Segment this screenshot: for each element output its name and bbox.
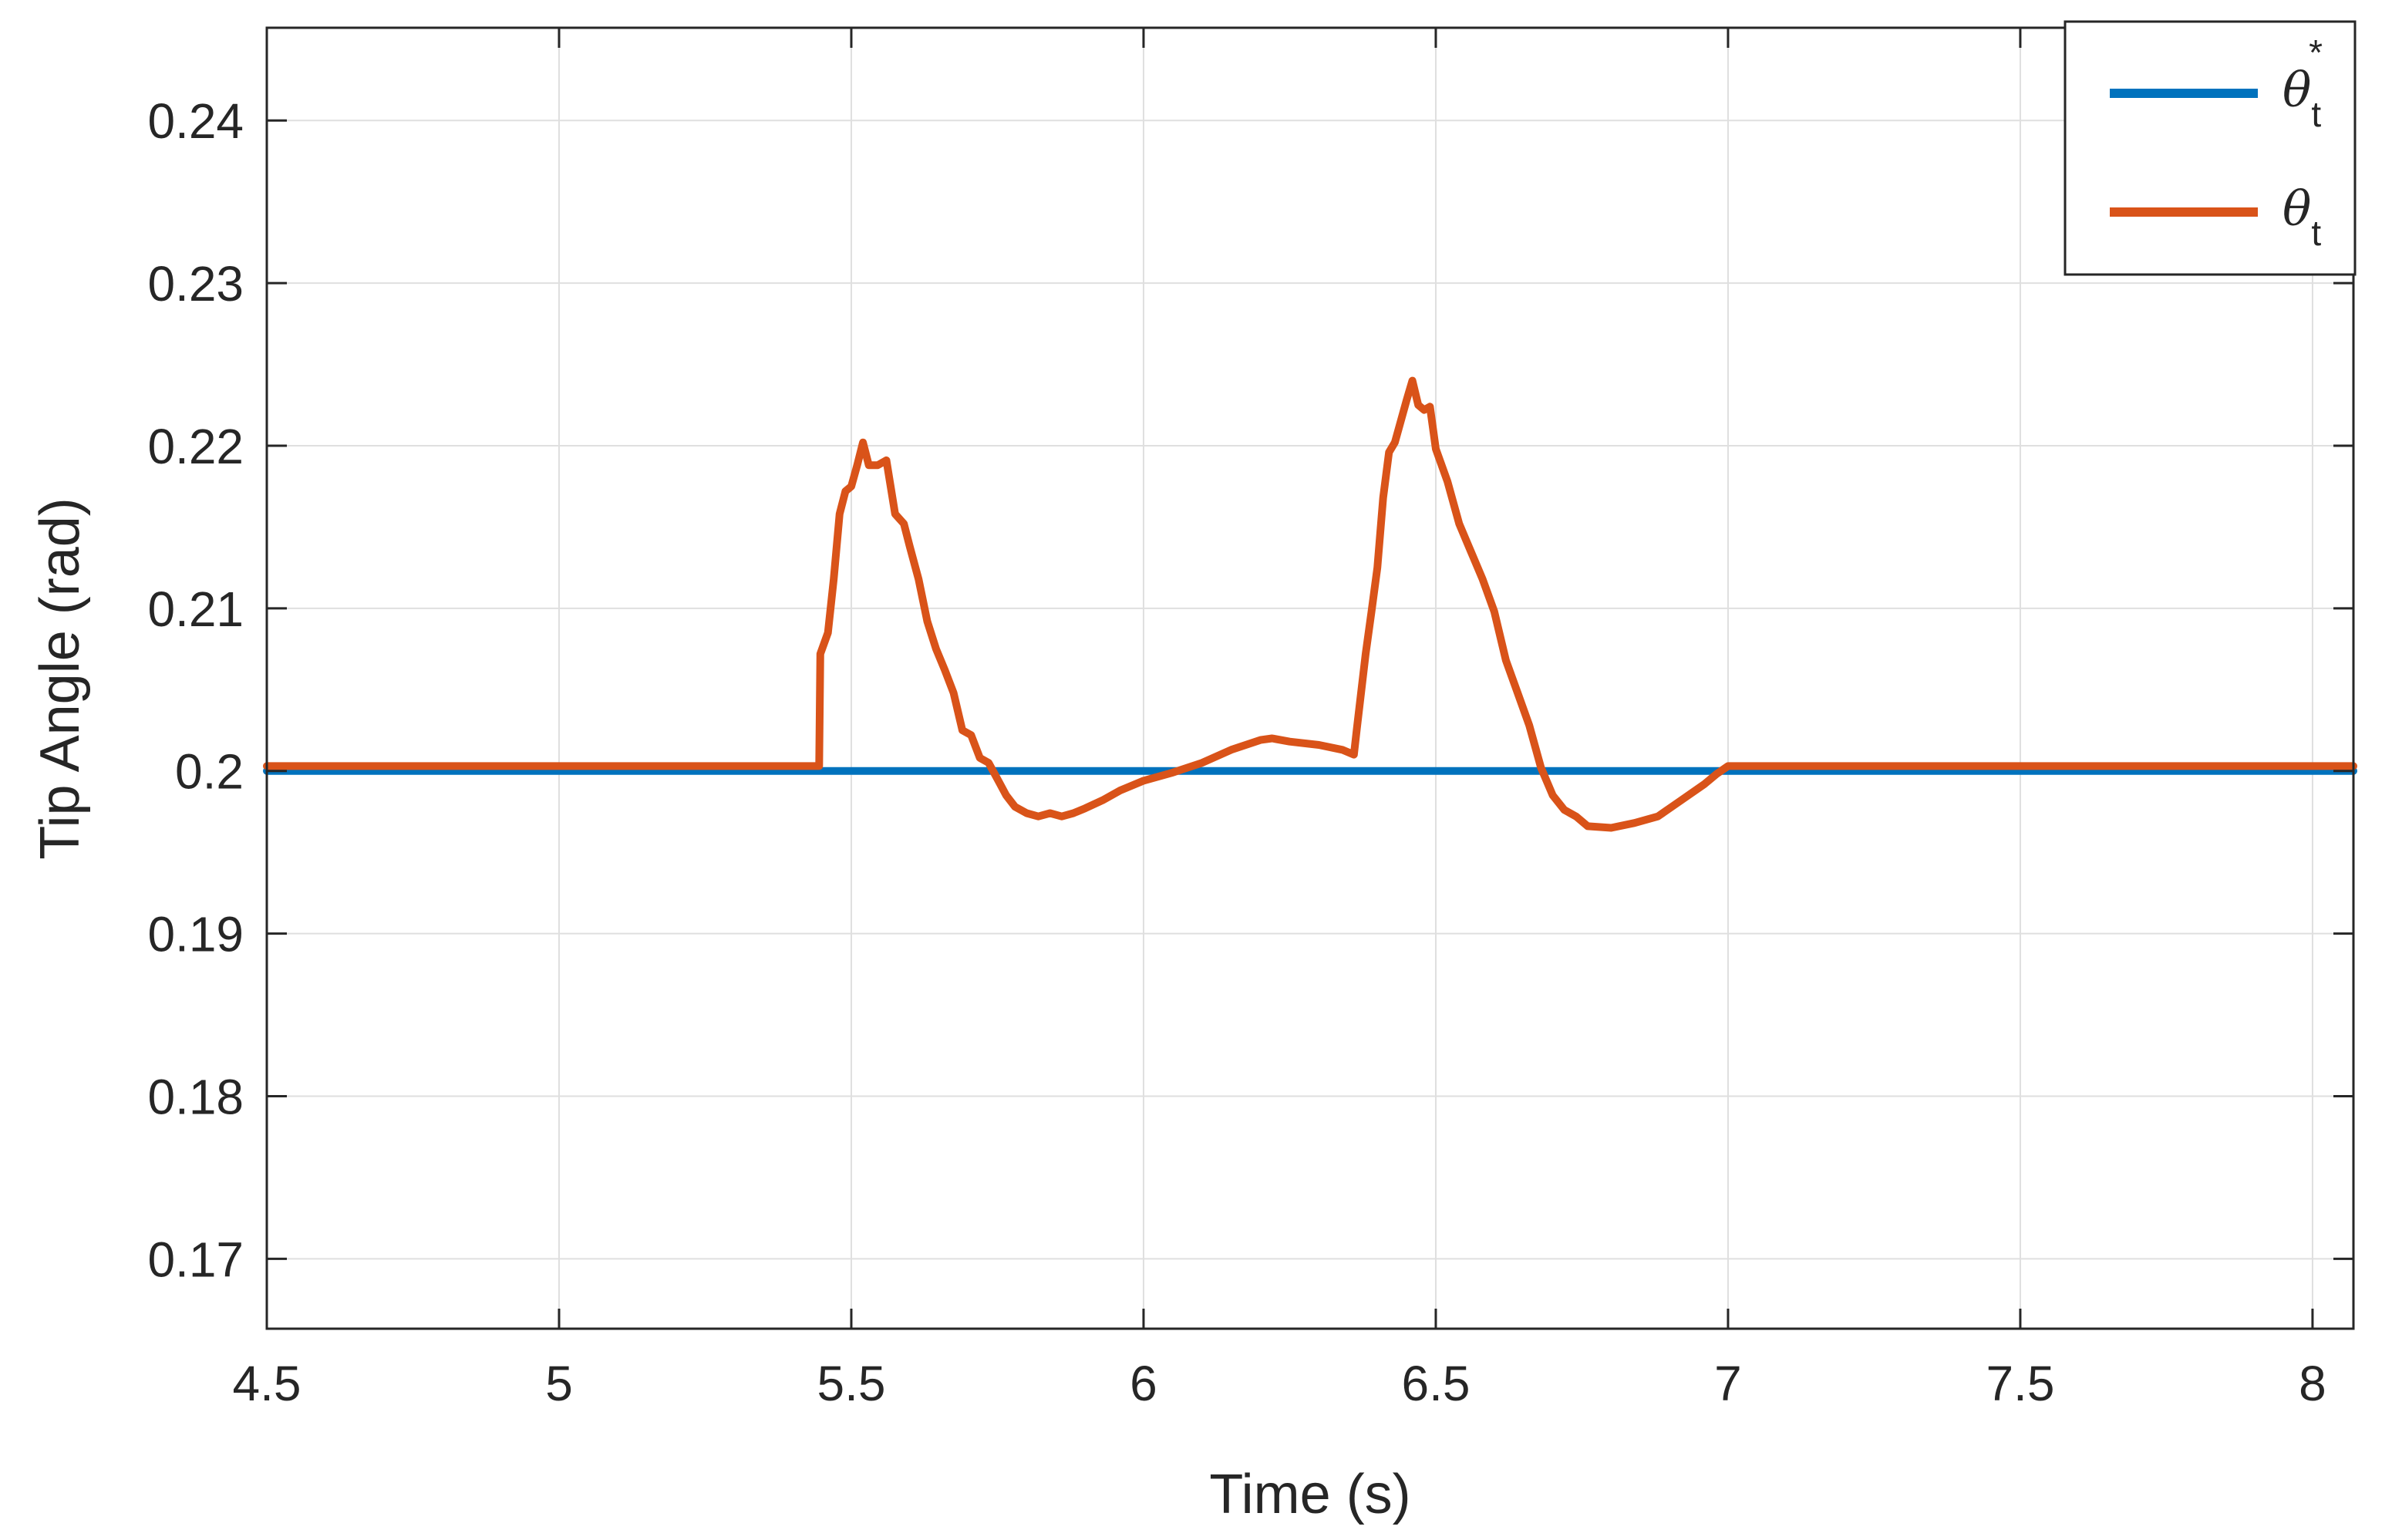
x-tick-label: 6 — [1130, 1356, 1157, 1411]
plot-frame — [265, 26, 2355, 1330]
y-tick-label: 0.24 — [147, 93, 244, 149]
y-axis-label: Tip Angle (rad) — [29, 497, 91, 860]
y-tick-labels: 0.17 0.18 0.19 0.2 0.21 0.22 0.23 0.24 — [147, 93, 244, 1287]
x-tick-label: 4.5 — [233, 1356, 302, 1411]
x-tick-labels: 4.5 5 5.5 6 6.5 7 7.5 8 — [233, 1356, 2326, 1411]
x-axis-label: Time (s) — [1209, 1464, 1410, 1525]
y-tick-label: 0.23 — [147, 256, 244, 312]
y-tick-label: 0.21 — [147, 581, 244, 637]
x-tick-label: 7 — [1714, 1356, 1742, 1411]
x-tick-label: 5 — [545, 1356, 573, 1411]
y-tick-label: 0.22 — [147, 419, 244, 474]
x-tick-label: 6.5 — [1401, 1356, 1470, 1411]
y-tick-label: 0.17 — [147, 1232, 244, 1287]
legend: θt* θt — [2064, 20, 2357, 276]
y-tick-label: 0.2 — [175, 744, 244, 800]
legend-label-theta-ref: θt* — [2283, 32, 2323, 134]
legend-label-theta: θt — [2283, 180, 2321, 253]
plot-area — [267, 28, 2353, 1329]
y-tick-label: 0.18 — [147, 1069, 244, 1124]
x-tick-label: 7.5 — [1986, 1356, 2054, 1411]
series-layer — [263, 376, 2357, 832]
y-tick-label: 0.19 — [147, 907, 244, 962]
series-line-theta — [263, 376, 2357, 832]
x-tick-label: 5.5 — [817, 1356, 885, 1411]
x-tick-label: 8 — [2299, 1356, 2326, 1411]
legend-box — [2064, 20, 2357, 276]
